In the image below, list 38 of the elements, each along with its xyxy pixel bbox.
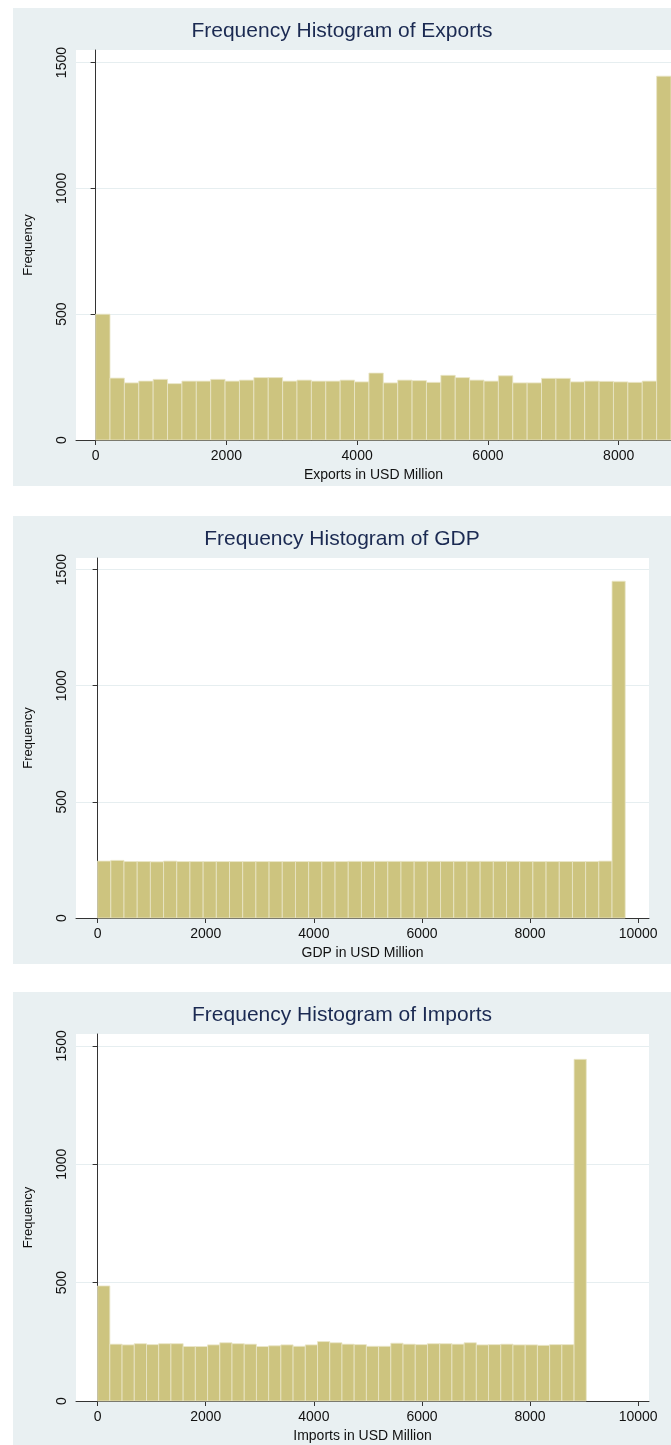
y-tick-label: 1500 <box>53 46 69 79</box>
x-tick-label: 0 <box>93 925 102 941</box>
y-axis-title: Frequency <box>20 706 35 769</box>
x-tick-label: 4000 <box>341 447 373 463</box>
y-tick-label: 0 <box>53 435 69 444</box>
y-tick-label: 1500 <box>53 1030 69 1062</box>
x-tick-label: 6000 <box>472 447 504 463</box>
x-tick-label: 6000 <box>406 925 438 941</box>
x-tick-label: 0 <box>91 447 100 463</box>
y-tick-label: 1000 <box>53 172 69 204</box>
x-tick-label: 2000 <box>190 1408 222 1424</box>
y-tick-label: 1000 <box>53 669 69 702</box>
x-tick-label: 6000 <box>406 1408 438 1424</box>
x-tick-label: 8000 <box>514 925 546 941</box>
x-axis-title: Exports in USD Million <box>303 465 444 482</box>
y-tick-label: 500 <box>53 302 69 326</box>
x-tick-label: 10000 <box>618 925 658 941</box>
x-tick-label: 2000 <box>210 447 243 463</box>
y-tick-label: 0 <box>53 913 69 922</box>
chart-title: Frequency Histogram of GDP <box>204 526 480 549</box>
y-tick-label: 1500 <box>53 553 69 586</box>
x-tick-label: 2000 <box>190 925 222 941</box>
y-tick-label: 500 <box>53 1270 69 1295</box>
x-axis-title: Imports in USD Million <box>293 1426 432 1443</box>
y-axis-title: Frequency <box>20 1186 35 1249</box>
y-tick-label: 0 <box>53 1396 69 1405</box>
y-tick-label: 500 <box>53 789 69 814</box>
chart-title: Frequency Histogram of Exports <box>191 18 493 41</box>
x-tick-label: 8000 <box>603 447 635 463</box>
y-tick-label: 1000 <box>53 1148 69 1180</box>
x-axis-title: GDP in USD Million <box>301 943 424 960</box>
x-tick-label: 4000 <box>298 1408 330 1424</box>
x-tick-label: 0 <box>93 1408 102 1424</box>
y-axis-title: Frequency <box>20 213 35 276</box>
chart-title: Frequency Histogram of Imports <box>192 1002 492 1025</box>
x-tick-label: 10000 <box>618 1408 658 1424</box>
x-tick-label: 8000 <box>514 1408 546 1424</box>
x-tick-label: 4000 <box>298 925 330 941</box>
